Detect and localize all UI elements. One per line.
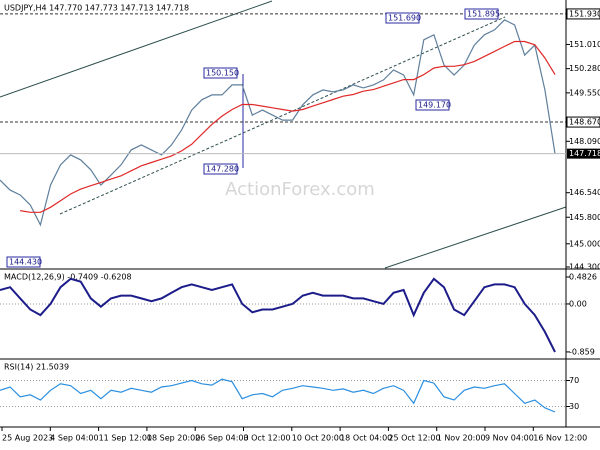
series-line bbox=[20, 40, 556, 213]
y-tick-label: 70 bbox=[569, 376, 579, 385]
last-price-tag bbox=[567, 148, 600, 159]
annotation: 151.895 bbox=[467, 10, 500, 19]
y-tick-label: 148.670 bbox=[569, 118, 600, 127]
y-tick-label: 144.300 bbox=[569, 263, 600, 272]
y-tick-label: 0.00 bbox=[569, 299, 587, 308]
trend-line bbox=[59, 16, 506, 215]
y-tick-label: 145.000 bbox=[569, 239, 600, 248]
x-tick-label: 16 Nov 12:00 bbox=[533, 434, 587, 443]
y-tick-label: 150.280 bbox=[569, 64, 600, 73]
x-tick-label: 25 Aug 2023 bbox=[2, 434, 53, 443]
y-tick-label: -0.859 bbox=[569, 347, 595, 356]
annotation-box bbox=[203, 163, 238, 175]
annotation: 147.280 bbox=[206, 165, 239, 174]
panel-title: MACD(12,26,9) -0.7409 -0.6208 bbox=[4, 273, 132, 282]
annotation: 151.690 bbox=[388, 14, 421, 23]
x-tick-label: 3 Oct 12:00 bbox=[244, 434, 291, 443]
last-price-label: 147.718 bbox=[569, 149, 600, 158]
x-tick-label: 11 Sep 12:00 bbox=[99, 434, 152, 443]
y-tick-label: 30 bbox=[569, 402, 579, 411]
series-line bbox=[0, 378, 556, 413]
x-tick-label: 18 Oct 04:00 bbox=[340, 434, 392, 443]
x-tick-label: 26 Sep 04:00 bbox=[195, 434, 248, 443]
x-tick-label: 25 Oct 12:00 bbox=[388, 434, 440, 443]
x-tick-label: 1 Nov 20:00 bbox=[437, 434, 486, 443]
chart-title: USDJPY,H4 147.770 147.773 147.713 147.71… bbox=[4, 4, 189, 13]
series-line bbox=[0, 19, 556, 227]
y-tick-label: 0.4826 bbox=[569, 272, 597, 281]
x-tick-label: 9 Nov 04:00 bbox=[485, 434, 534, 443]
annotation: 144.430 bbox=[9, 258, 42, 267]
channel bbox=[0, 0, 567, 269]
annotation-box bbox=[203, 67, 238, 79]
annotation-box bbox=[464, 8, 499, 20]
y-tick-label: 148.090 bbox=[569, 137, 600, 146]
annotation: 150.150 bbox=[206, 69, 239, 78]
channel-upper bbox=[0, 0, 273, 98]
annotation-box bbox=[415, 99, 450, 111]
annotation-box bbox=[385, 12, 420, 24]
y-tick-label: 146.540 bbox=[569, 188, 600, 197]
x-tick-label: 4 Sep 04:00 bbox=[50, 434, 98, 443]
x-tick-label: 18 Sep 20:00 bbox=[147, 434, 200, 443]
channel-lower bbox=[384, 206, 567, 269]
panel-title: RSI(14) 21.5039 bbox=[4, 363, 69, 372]
y-tick-label: 151.930 bbox=[569, 9, 600, 18]
annotation-box bbox=[6, 256, 41, 268]
watermark: ActionForex.com bbox=[225, 179, 375, 200]
level-tag bbox=[566, 116, 600, 128]
frame bbox=[0, 0, 600, 428]
series-line bbox=[0, 277, 556, 353]
level-tag bbox=[566, 8, 600, 20]
y-tick-label: 151.010 bbox=[569, 40, 600, 49]
y-tick-label: 145.800 bbox=[569, 213, 600, 222]
x-tick-label: 10 Oct 20:00 bbox=[292, 434, 344, 443]
annotation: 149.170 bbox=[418, 101, 451, 110]
y-tick-label: 149.550 bbox=[569, 88, 600, 97]
